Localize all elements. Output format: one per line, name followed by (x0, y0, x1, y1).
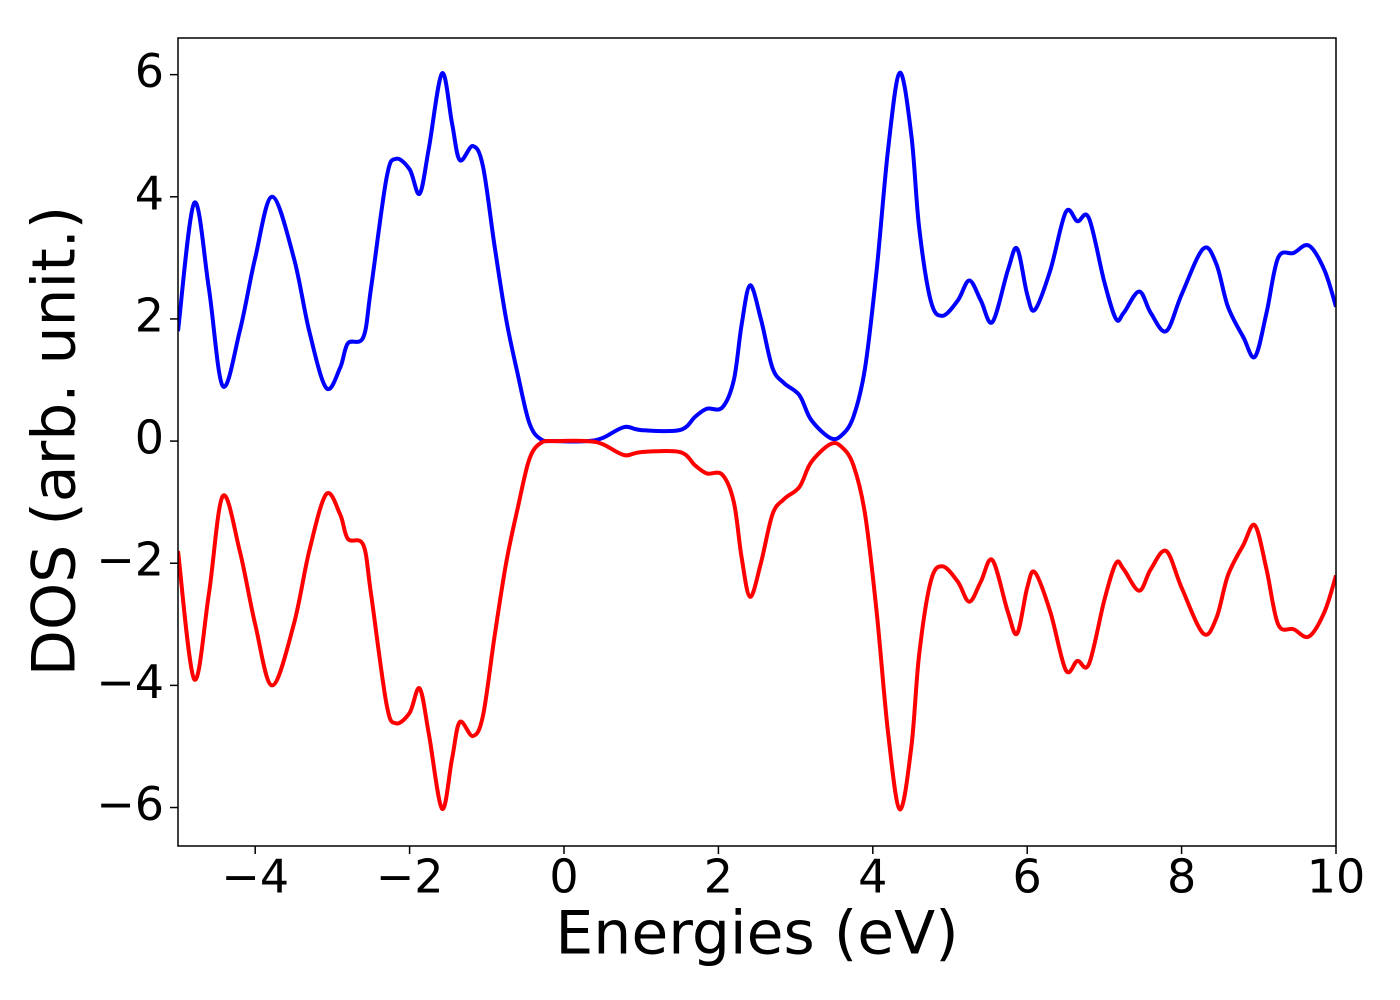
y-tick-label: 0 (135, 411, 164, 465)
line-series (178, 438, 1336, 812)
y-axis-title: DOS (arb. unit.) (20, 206, 90, 676)
y-tick-label: −4 (96, 655, 164, 709)
x-tick-label: 0 (549, 850, 578, 904)
y-tick-label: 6 (135, 44, 164, 98)
y-tick-label: 2 (135, 288, 164, 342)
y-tick-label: −6 (96, 777, 164, 831)
x-tick-label: 4 (858, 850, 887, 904)
x-axis-title: Energies (eV) (555, 899, 958, 969)
x-tick-label: 2 (704, 850, 733, 904)
x-tick-label: 10 (1307, 850, 1366, 904)
y-tick-label: 4 (135, 166, 164, 220)
x-tick-label: −2 (376, 850, 444, 904)
x-tick-label: 8 (1167, 850, 1196, 904)
x-tick-label: 6 (1013, 850, 1042, 904)
x-tick-label: −4 (221, 850, 289, 904)
line-series (178, 70, 1336, 444)
y-tick-label: −2 (96, 533, 164, 587)
plot-frame (177, 37, 1337, 847)
